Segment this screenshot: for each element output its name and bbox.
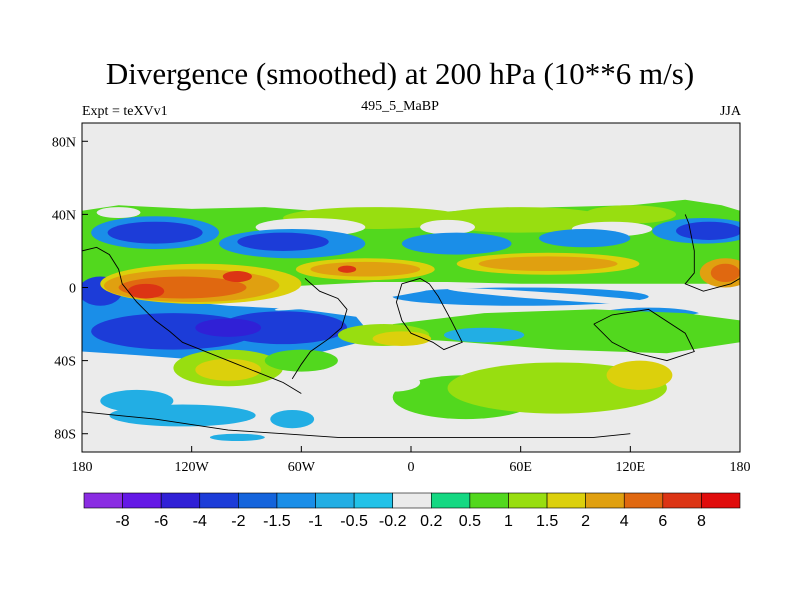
colorbar-box-13 [585,492,625,509]
x-tick-label-2: 60W [288,460,316,475]
field-eq-blue-core-b [219,311,348,345]
field-blue-n2b [237,232,329,251]
colorbar-label-3: -2 [231,513,245,530]
colorbar-label-1: -6 [154,513,168,530]
coast-south-america-east [291,278,348,380]
field-eq-blue-core-c [195,318,262,337]
experiment-label: Expt = teXVv1 [82,104,168,119]
field-nh-green-c [584,205,677,224]
colorbar-label-0: -8 [115,513,129,530]
coast-south-america-west [82,246,302,394]
field-cp-red-b [222,271,252,283]
y-tick-label-1: 40N [52,208,76,223]
field-so-yellow [606,360,673,390]
colorbar-box-3 [199,492,239,509]
colorbar-label-12: 2 [581,513,590,530]
colorbar-label-5: -1 [308,513,322,530]
map-axes: 180 120W 60W 0 60E 120E 180 80N 40N 0 40S 80S [52,135,751,475]
field-io-orange [478,256,618,272]
colorbar: -8 -6 -4 -2 -1.5 -1 -0.5 -0.2 0.2 0.5 1 1.5 2 4 6 8 [83,492,741,530]
x-tick-label-1: 120W [175,460,210,475]
contour-field [82,123,740,452]
colorbar-box-5 [276,492,316,509]
coast-antarctica [82,411,631,438]
colorbar-box-12 [546,492,586,509]
x-tick-label-4: 60E [509,460,532,475]
colorbar-box-2 [160,492,201,509]
field-sh-blue-a [443,327,525,343]
coastlines [82,214,740,438]
colorbar-box-0 [83,492,123,509]
y-tick-label-0: 80N [52,135,76,150]
field-atl-red [337,265,357,273]
colorbar-label-8: 0.2 [420,513,442,530]
colorbar-box-9 [430,492,471,509]
colorbar-box-1 [122,492,162,509]
colorbar-label-7: -0.2 [379,513,407,530]
field-nh-green-b [429,207,613,233]
x-tick-label-6: 180 [730,460,751,475]
field-se-pac-yellow [195,358,262,381]
colorbar-label-11: 1.5 [536,513,558,530]
field-ant-blue-c [270,409,315,429]
colorbar-label-9: 0.5 [459,513,481,530]
colorbar-box-4 [238,492,278,509]
coast-africa [395,277,463,351]
colorbar-box-10 [469,492,509,509]
colorbar-box-16 [701,492,741,509]
field-gap-1 [96,207,141,219]
colorbar-box-15 [662,492,702,509]
colorbar-label-4: -1.5 [263,513,291,530]
field-streak-2 [447,288,667,306]
season-label: JJA [719,104,741,119]
field-gap-3 [420,219,475,235]
field-so-gap [365,373,421,392]
x-tick-label-3: 0 [408,460,415,475]
y-tick-label-2: 0 [69,282,76,297]
field-ant-blue-b [109,404,256,427]
y-tick-label-4: 80S [54,428,76,443]
colorbar-label-13: 4 [620,513,629,530]
colorbar-box-11 [508,492,548,509]
field-cp-red-a [127,283,165,299]
x-tick-label-0: 180 [72,460,93,475]
colorbar-box-7 [353,492,394,509]
run-label: 495_5_MaBP [361,99,439,114]
field-blue-n1b [107,221,203,244]
y-tick-label-3: 40S [54,355,76,370]
colorbar-label-2: -4 [193,513,207,530]
colorbar-box-8 [392,492,432,509]
field-wp-red [710,263,740,283]
field-blue-n3 [401,232,512,255]
colorbar-label-15: 8 [697,513,706,530]
colorbar-label-10: 1 [504,513,513,530]
field-blue-n5b [676,221,740,240]
field-sa-green [264,349,338,372]
coast-australia [593,308,695,362]
colorbar-box-14 [623,492,664,509]
chart-title: Divergence (smoothed) at 200 hPa (10**6 … [105,56,695,91]
field-sh-band [392,309,740,354]
x-tick-label-5: 120E [616,460,646,475]
field-blue-n4 [538,229,631,248]
field-sh-yellow-a [372,331,432,346]
colorbar-label-14: 6 [658,513,667,530]
coast-west-pacific [684,214,740,292]
colorbar-label-6: -0.5 [340,513,368,530]
colorbar-box-6 [315,492,355,509]
field-ant-blue-d [209,433,265,442]
field-atl-orange [310,261,421,277]
field-streak-1 [274,286,438,311]
